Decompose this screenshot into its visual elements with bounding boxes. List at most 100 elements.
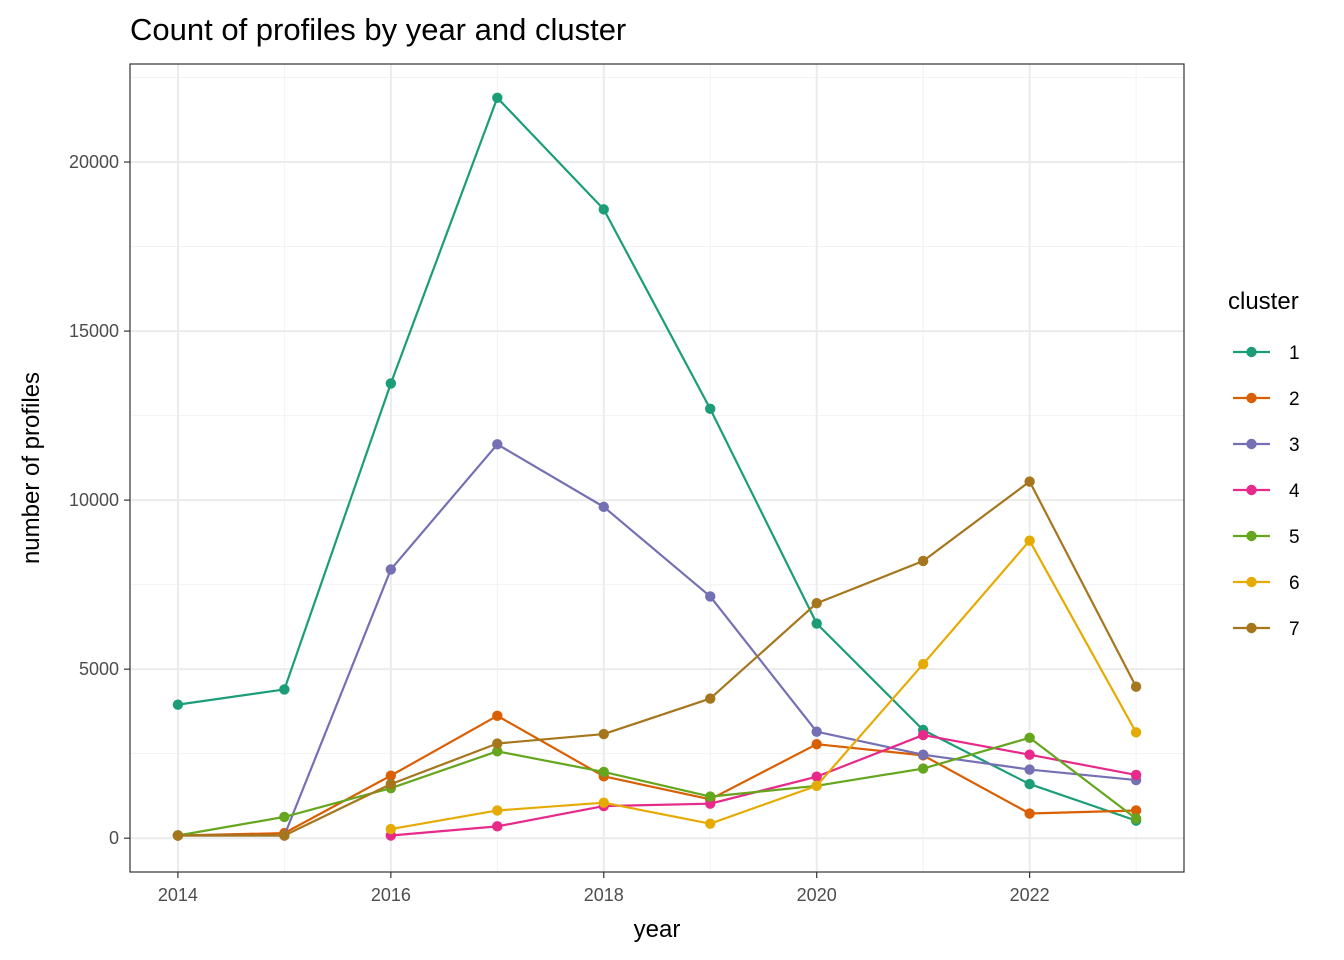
legend-key-point	[1246, 392, 1257, 404]
legend-key-point	[1246, 484, 1257, 496]
x-tick-label: 2020	[797, 885, 837, 905]
data-point-cluster-6	[492, 805, 503, 816]
series-line-cluster-7	[177, 480, 1138, 837]
legend-items: 1 2 3 4 5 6 7	[1233, 343, 1300, 640]
legend-key-point	[1246, 346, 1257, 358]
data-point-cluster-3	[917, 749, 929, 760]
x-tick-label: 2018	[584, 885, 624, 905]
legend-item-cluster-7: 7	[1233, 619, 1300, 640]
data-point-cluster-2	[811, 739, 822, 750]
data-point-cluster-4	[1024, 749, 1035, 760]
data-point-cluster-6	[598, 797, 609, 808]
data-point-cluster-1	[598, 204, 609, 215]
data-point-cluster-3	[385, 564, 397, 575]
data-point-cluster-6	[811, 780, 822, 791]
legend-label: 1	[1289, 343, 1300, 364]
data-point-cluster-5	[705, 791, 716, 802]
data-point-cluster-6	[705, 818, 716, 829]
data-point-cluster-5	[279, 811, 290, 823]
data-series	[172, 92, 1142, 841]
legend-key-point	[1246, 438, 1257, 450]
legend-item-cluster-6: 6	[1233, 573, 1300, 594]
data-point-cluster-1	[811, 618, 822, 629]
chart-title: Count of profiles by year and cluster	[130, 12, 626, 47]
y-tick-label: 20000	[69, 152, 119, 172]
legend-label: 4	[1289, 481, 1300, 502]
data-point-cluster-6	[385, 823, 397, 835]
legend-label: 2	[1289, 389, 1300, 410]
legend-key-point	[1246, 622, 1257, 634]
data-point-cluster-1	[279, 684, 290, 695]
x-tick-label: 2022	[1010, 885, 1050, 905]
data-point-cluster-1	[172, 699, 184, 710]
data-point-cluster-7	[705, 693, 716, 704]
legend-item-cluster-4: 4	[1233, 481, 1300, 502]
data-point-cluster-1	[705, 403, 716, 415]
data-point-cluster-7	[172, 830, 184, 841]
grid-lines	[130, 64, 1184, 872]
legend-item-cluster-5: 5	[1233, 527, 1300, 548]
y-axis-title: number of profiles	[18, 372, 45, 564]
data-point-cluster-5	[1130, 813, 1142, 824]
x-axis-title: year	[634, 916, 681, 943]
series-line-cluster-6	[390, 539, 1138, 831]
data-point-cluster-7	[917, 555, 929, 567]
data-point-cluster-7	[492, 738, 503, 749]
series-line-cluster-5	[177, 736, 1137, 837]
data-point-cluster-6	[1130, 727, 1142, 738]
data-point-cluster-3	[598, 501, 609, 513]
legend-label: 7	[1289, 619, 1300, 640]
data-point-cluster-7	[279, 830, 290, 841]
legend-title: cluster	[1228, 288, 1299, 315]
data-point-cluster-1	[1024, 778, 1035, 790]
data-point-cluster-5	[598, 766, 609, 778]
y-tick-label: 10000	[69, 490, 119, 510]
data-point-cluster-2	[1130, 805, 1142, 816]
data-point-cluster-4	[492, 821, 503, 832]
data-point-cluster-7	[1130, 681, 1142, 692]
data-point-cluster-2	[1024, 808, 1035, 819]
axes: 2014 2016 2018 2020 2022 0 5000 10000 15000 20000	[69, 152, 1050, 905]
data-point-cluster-3	[811, 726, 822, 737]
data-point-cluster-6	[1024, 535, 1035, 546]
data-point-cluster-4	[917, 729, 929, 741]
x-tick-label: 2014	[158, 885, 198, 905]
data-point-cluster-7	[385, 778, 397, 790]
data-point-cluster-7	[598, 728, 609, 740]
series-line-cluster-1	[177, 96, 1137, 822]
legend-item-cluster-2: 2	[1233, 389, 1300, 410]
data-point-cluster-4	[1130, 769, 1142, 781]
series-line-cluster-2	[177, 714, 1137, 837]
data-point-cluster-5	[1024, 732, 1035, 743]
series-cluster-2	[172, 710, 1142, 841]
data-point-cluster-1	[385, 378, 397, 389]
series-line-cluster-3	[177, 443, 1137, 837]
legend-label: 3	[1289, 435, 1300, 456]
data-point-cluster-2	[492, 710, 503, 722]
legend-item-cluster-1: 1	[1233, 343, 1300, 364]
data-point-cluster-3	[492, 439, 503, 450]
data-point-cluster-5	[492, 746, 503, 757]
legend-label: 6	[1289, 573, 1300, 594]
data-point-cluster-2	[385, 770, 397, 781]
y-tick-label: 15000	[69, 321, 119, 341]
y-tick-label: 0	[109, 828, 119, 848]
y-tick-label: 5000	[79, 659, 119, 679]
data-point-cluster-3	[705, 591, 716, 602]
legend-label: 5	[1289, 527, 1300, 548]
legend-key-point	[1246, 530, 1257, 542]
data-point-cluster-5	[917, 763, 929, 774]
legend-item-cluster-3: 3	[1233, 435, 1300, 456]
legend: cluster 1 2 3 4 5 6 7	[1228, 288, 1300, 640]
data-point-cluster-4	[811, 771, 822, 782]
x-tick-label: 2016	[371, 885, 411, 905]
data-point-cluster-3	[1024, 764, 1035, 775]
data-point-cluster-6	[917, 658, 929, 670]
data-point-cluster-7	[811, 598, 822, 609]
series-cluster-7	[172, 476, 1142, 841]
series-line-cluster-4	[390, 733, 1137, 837]
data-point-cluster-7	[1024, 476, 1035, 487]
plot-panel-border	[129, 63, 1185, 873]
data-point-cluster-1	[492, 92, 503, 104]
